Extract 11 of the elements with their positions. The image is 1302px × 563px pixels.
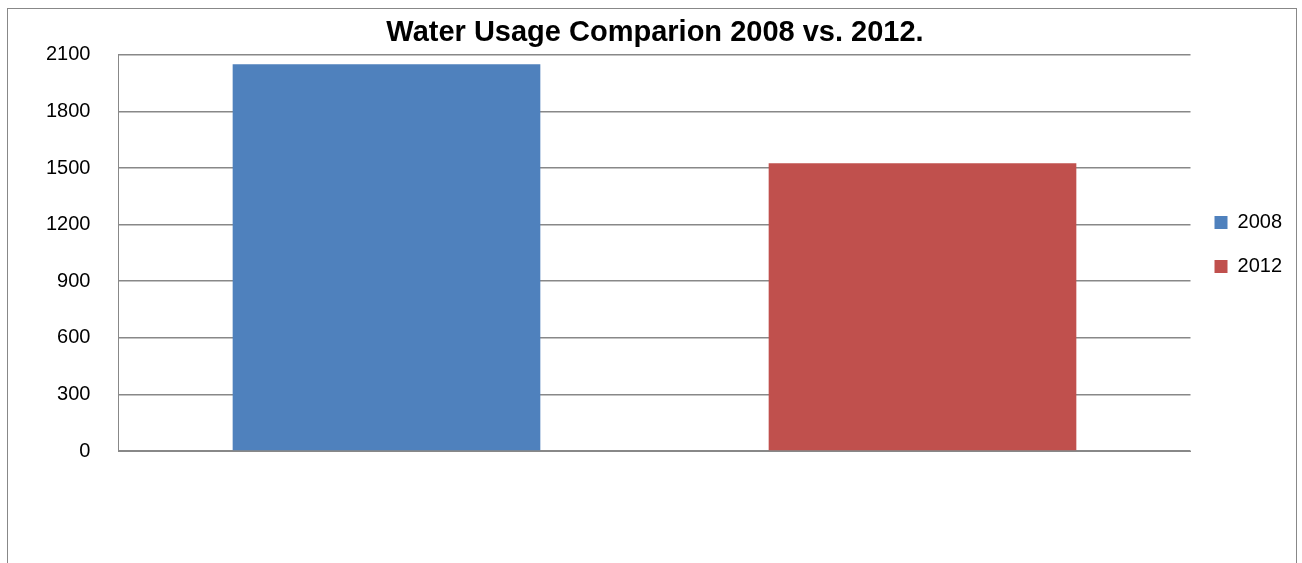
y-tick-label: 300	[57, 381, 91, 404]
y-tick-label: 2100	[45, 42, 91, 65]
y-tick-label: 1500	[45, 155, 91, 178]
y-tick-label: 0	[79, 438, 91, 461]
legend-label: 2008	[1237, 210, 1283, 233]
chart-title: Water Usage Comparion 2008 vs. 2012.	[386, 15, 924, 48]
y-tick-label: 1800	[45, 98, 91, 121]
y-tick-label: 900	[57, 268, 91, 291]
y-tick-label: 600	[57, 325, 91, 348]
legend-label: 2012	[1237, 254, 1283, 277]
y-tick-label: 1200	[45, 212, 91, 235]
